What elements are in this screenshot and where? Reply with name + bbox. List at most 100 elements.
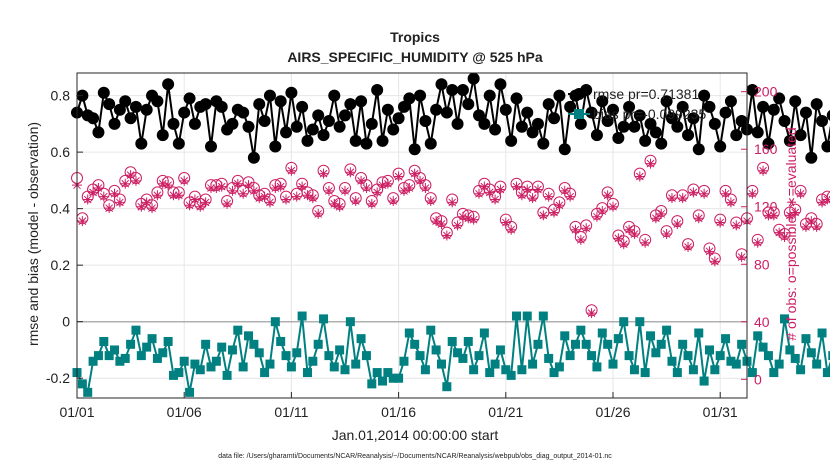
bias-point <box>828 351 830 361</box>
rmse-point <box>360 137 373 150</box>
obs-evaluated-point <box>361 183 372 194</box>
obs-evaluated-point <box>114 197 125 208</box>
bias-point <box>131 325 141 335</box>
bias-point <box>142 342 152 352</box>
rmse-point <box>258 115 271 128</box>
rmse-point <box>531 117 544 130</box>
bias-point <box>592 362 602 372</box>
bias-point <box>426 325 436 335</box>
bias-point <box>704 345 714 355</box>
obs-evaluated-point <box>731 220 742 231</box>
bias-point <box>597 328 607 338</box>
obs-evaluated-point <box>463 213 474 224</box>
bias-point <box>533 339 543 349</box>
bias-point <box>260 368 270 378</box>
rmse-point <box>505 134 518 147</box>
bias-point <box>442 382 452 392</box>
y-left-tick-labels: -0.2 0 0.2 0.4 0.6 0.8 <box>46 88 83 386</box>
bias-point <box>394 373 404 383</box>
bias-point <box>329 362 339 372</box>
rmse-point <box>392 112 405 125</box>
bias-point <box>77 379 87 389</box>
obs-evaluated-point <box>248 185 259 196</box>
rmse-point <box>108 117 121 130</box>
obs-evaluated-point <box>441 230 452 241</box>
bias-point <box>367 379 377 389</box>
bias-point <box>699 376 709 386</box>
rmse-point <box>381 103 394 116</box>
obs-evaluated-point <box>120 178 131 189</box>
obs-evaluated-point <box>768 210 779 221</box>
rmse-point <box>816 115 829 128</box>
bias-point <box>544 353 554 363</box>
bias-point <box>410 339 420 349</box>
obs-evaluated-point <box>436 218 447 229</box>
rmse-point <box>751 126 764 139</box>
obs-evaluated-point <box>747 188 758 199</box>
bias-point <box>715 351 725 361</box>
rmse-point <box>649 126 662 139</box>
bias-point <box>249 339 259 349</box>
bias-point <box>806 348 816 358</box>
chart-title: Tropics <box>390 29 440 45</box>
bias-point <box>99 336 109 346</box>
obs-evaluated-point <box>356 175 367 186</box>
obs-evaluated-point <box>677 193 688 204</box>
rmse-point <box>655 137 668 150</box>
bias-line <box>76 315 830 396</box>
obs-evaluated-point <box>597 206 608 217</box>
obs-evaluated-point <box>709 256 720 267</box>
rmse-point <box>419 115 432 128</box>
obs-evaluated-point <box>495 184 506 195</box>
rmse-point <box>129 100 142 113</box>
bias-point <box>110 345 120 355</box>
bias-point <box>388 373 398 383</box>
bias-point <box>163 336 173 346</box>
obs-evaluated-point <box>372 187 383 198</box>
rmse-point <box>301 134 314 147</box>
y-left-tick-label: 0.4 <box>51 201 71 217</box>
rmse-point <box>682 129 695 142</box>
rmse-point <box>537 137 550 150</box>
obs-evaluated-point <box>506 224 517 235</box>
y-right-tick-label: 0 <box>754 371 762 387</box>
rmse-point <box>172 137 185 150</box>
bias-point <box>458 353 468 363</box>
obs-evaluated-point <box>281 194 292 205</box>
obs-evaluated-point <box>656 208 667 219</box>
bias-point <box>136 351 146 361</box>
bias-point <box>667 356 677 366</box>
bias-point <box>270 317 280 327</box>
obs-evaluated-point <box>484 187 495 198</box>
bias-point <box>276 336 286 346</box>
obs-evaluated-point <box>666 193 677 204</box>
obs-evaluated-point <box>334 201 345 212</box>
rmse-point <box>215 100 228 113</box>
bias-point <box>217 342 227 352</box>
obs-evaluated-point <box>554 200 565 211</box>
y-right-tick-label: 160 <box>754 141 778 157</box>
obs-evaluated-point <box>693 213 704 224</box>
rmse-point <box>92 126 105 139</box>
x-axis-label: Jan.01,2014 00:00:00 start <box>332 427 499 443</box>
bias-point <box>222 370 232 380</box>
obs-evaluated-point <box>259 191 270 202</box>
rmse-point <box>263 89 276 102</box>
obs-evaluated-point <box>618 239 629 250</box>
rmse-point <box>403 92 416 105</box>
obs-evaluated-point <box>350 195 361 206</box>
bias-point <box>801 334 811 344</box>
rmse-point <box>724 95 737 108</box>
rmse-point <box>467 72 480 85</box>
obs-evaluated-point <box>661 229 672 240</box>
obs-evaluated-point <box>109 188 120 199</box>
bias-point <box>613 334 623 344</box>
bias-point <box>104 351 114 361</box>
rmse-point <box>151 95 164 108</box>
obs-evaluated-point <box>329 198 340 209</box>
bias-point <box>517 365 527 375</box>
rmse-point <box>306 123 319 136</box>
bias-point <box>587 351 597 361</box>
obs-evaluated-point <box>822 194 830 205</box>
bias-point <box>83 387 93 397</box>
